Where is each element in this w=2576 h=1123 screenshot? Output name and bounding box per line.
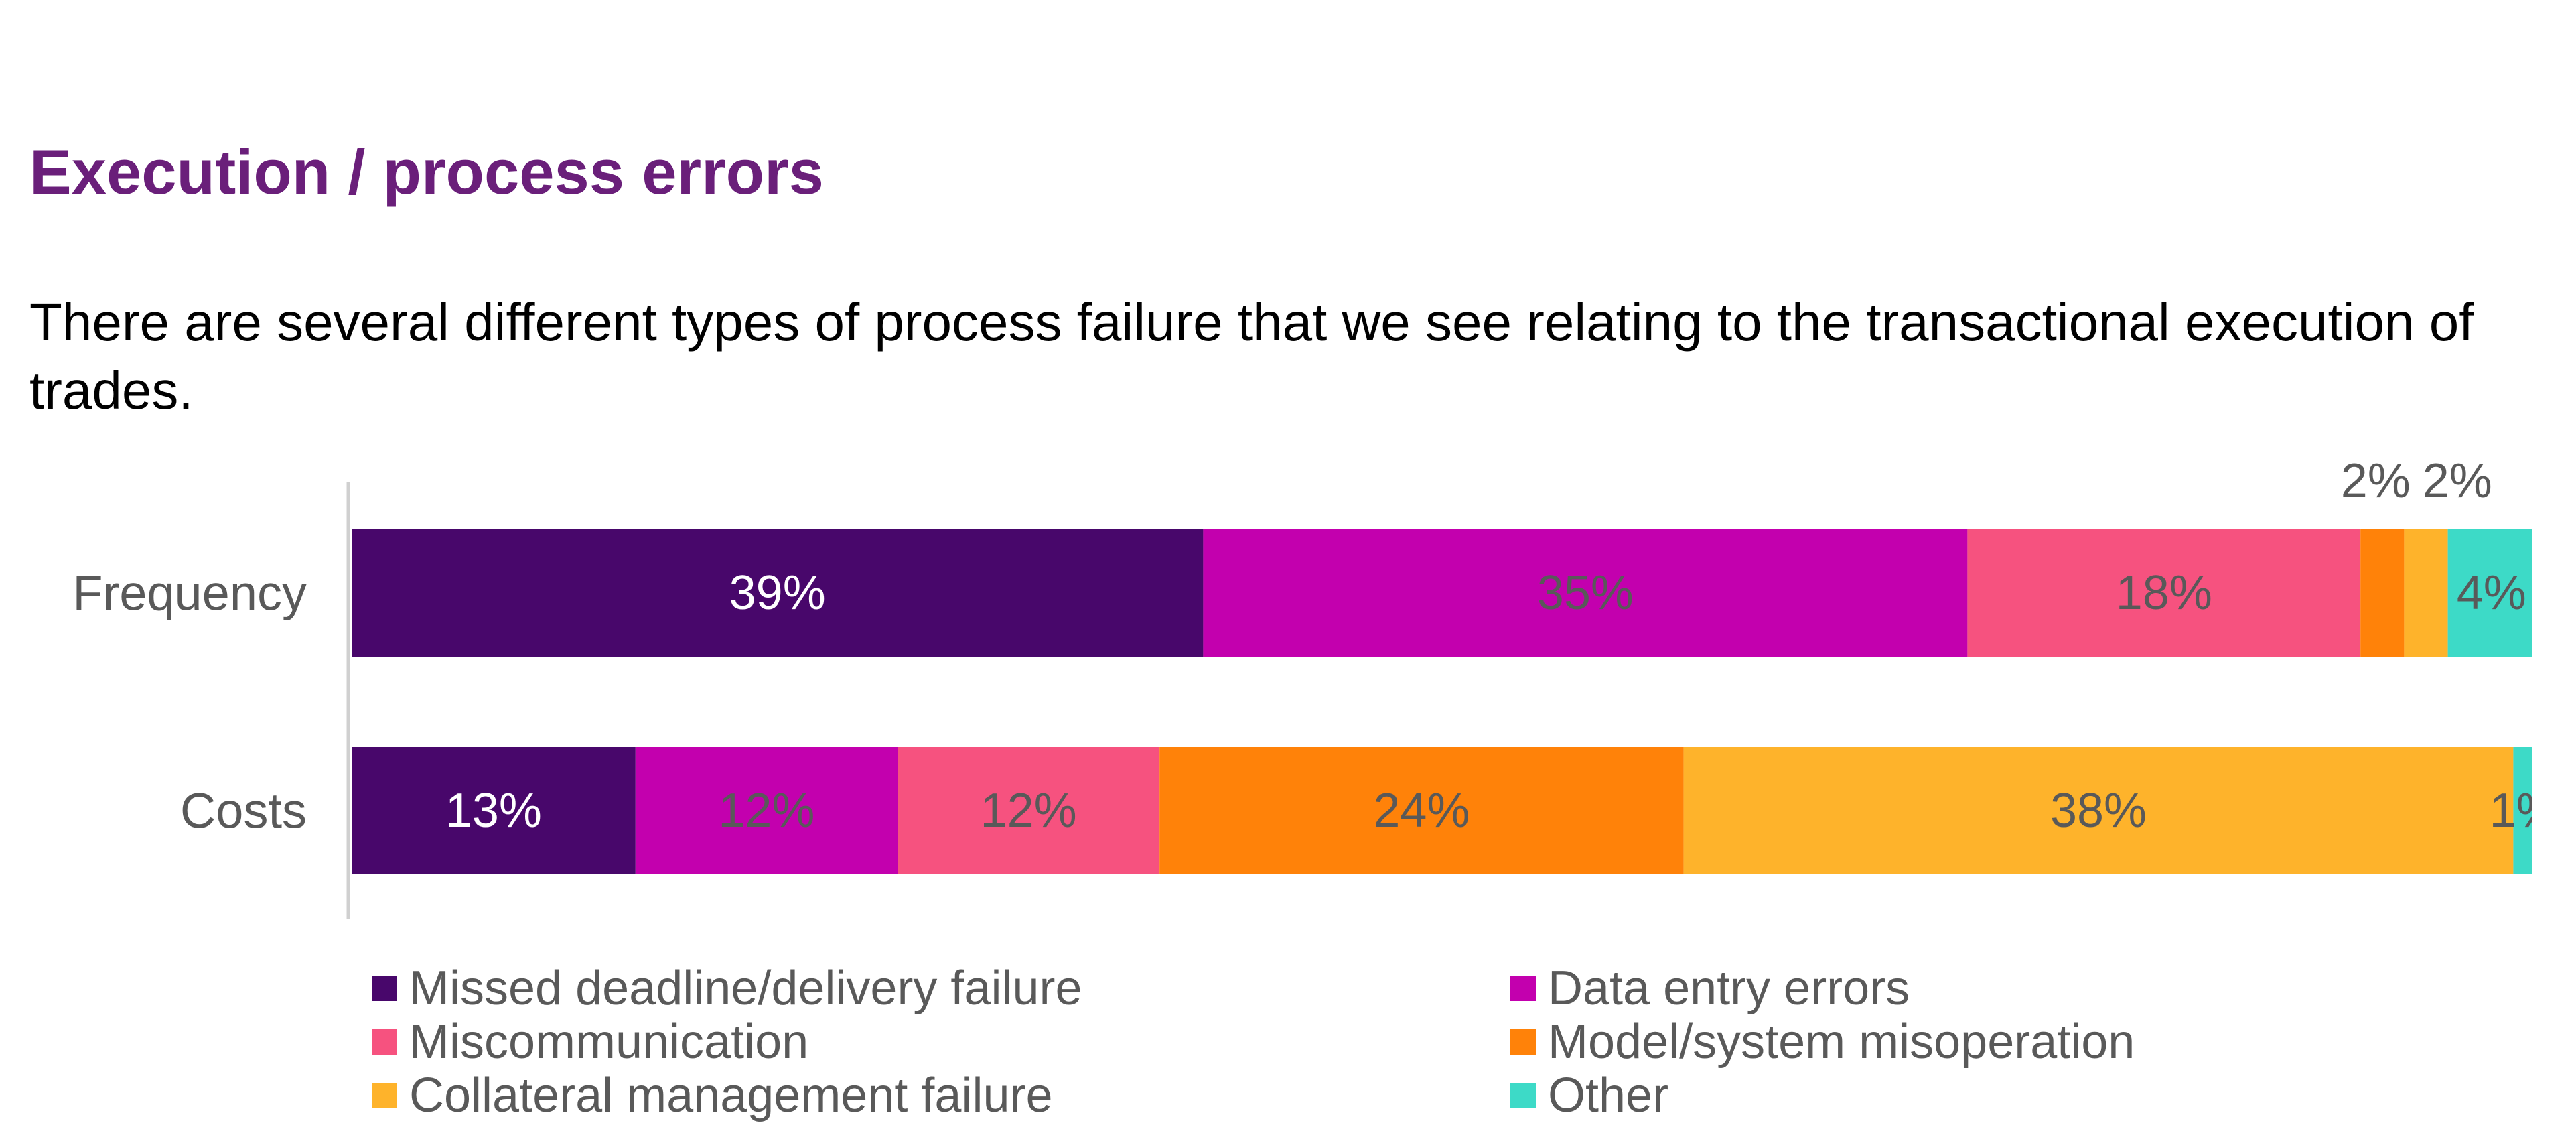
bar-segment-costs-model-system-misoperation (1159, 747, 1684, 874)
legend-label: Miscommunication (409, 1015, 809, 1069)
data-label-frequency-data-entry-errors: 35% (1537, 566, 1634, 620)
legend-label: Missed deadline/delivery failure (409, 962, 1082, 1015)
stacked-bar-chart: 39% 35% 18% 4% 2% 2% 13% 12% 12% 24% 38% 1% Frequen… (72, 454, 2559, 919)
category-label-frequency: Frequency (72, 566, 307, 621)
bar-segment-costs-collateral-management-failure (1683, 747, 2514, 874)
chart-legend: Missed deadline/delivery failure Data ent… (372, 962, 2515, 1122)
category-label-costs: Costs (180, 783, 307, 839)
data-label-frequency-collateral-management-failure: 2% (2423, 454, 2492, 508)
legend-swatch (372, 1083, 397, 1108)
data-label-costs-collateral-management-failure: 38% (2050, 784, 2147, 838)
bar-segment-frequency-missed-deadline-delivery-failure (352, 529, 1204, 657)
bar-segment-frequency-miscommunication (1967, 529, 2361, 657)
data-label-costs-missed-deadline-delivery-failure: 13% (445, 784, 542, 838)
data-label-costs-model-system-misoperation: 24% (1373, 784, 1470, 838)
bar-segment-frequency-data-entry-errors (1203, 529, 1968, 657)
legend-label: Model/system misoperation (1548, 1015, 2135, 1069)
chart-title: Execution / process errors (29, 137, 824, 207)
legend-label: Other (1548, 1069, 1669, 1122)
data-label-frequency-missed-deadline-delivery-failure: 39% (729, 566, 826, 620)
data-label-frequency-model-system-misoperation: 2% (2341, 454, 2411, 508)
legend-item-data-entry-errors: Data entry errors (1510, 962, 2515, 1015)
data-label-costs-other: 1% (2490, 784, 2559, 838)
legend-swatch (372, 976, 397, 1001)
legend-swatch (1510, 1029, 1536, 1055)
data-label-costs-data-entry-errors: 12% (718, 784, 814, 838)
legend-item-miscommunication: Miscommunication (372, 1015, 1510, 1069)
legend-swatch (1510, 1083, 1536, 1108)
legend-swatch (372, 1029, 397, 1055)
legend-label: Data entry errors (1548, 962, 1910, 1015)
legend-swatch (1510, 976, 1536, 1001)
bar-segment-costs-missed-deadline-delivery-failure (352, 747, 636, 874)
data-label-frequency-other: 4% (2457, 566, 2526, 620)
legend-item-collateral-management-failure: Collateral management failure (372, 1069, 1510, 1122)
bar-segment-frequency-other (2447, 529, 2532, 657)
legend-item-missed-deadline-delivery-failure: Missed deadline/delivery failure (372, 962, 1510, 1015)
bar-segment-costs-data-entry-errors (635, 747, 898, 874)
bar-segment-frequency-model-system-misoperation (2360, 529, 2405, 657)
bar-segment-frequency-collateral-management-failure (2404, 529, 2448, 657)
legend-item-other: Other (1510, 1069, 2515, 1122)
data-label-costs-miscommunication: 12% (981, 784, 1077, 838)
legend-label: Collateral management failure (409, 1069, 1053, 1122)
legend-item-model-system-misoperation: Model/system misoperation (1510, 1015, 2515, 1069)
bar-segment-costs-miscommunication (898, 747, 1160, 874)
data-label-frequency-miscommunication: 18% (2116, 566, 2212, 620)
chart-subtitle: There are several different types of pro… (29, 292, 2474, 420)
bar-segment-costs-other (2513, 747, 2532, 874)
